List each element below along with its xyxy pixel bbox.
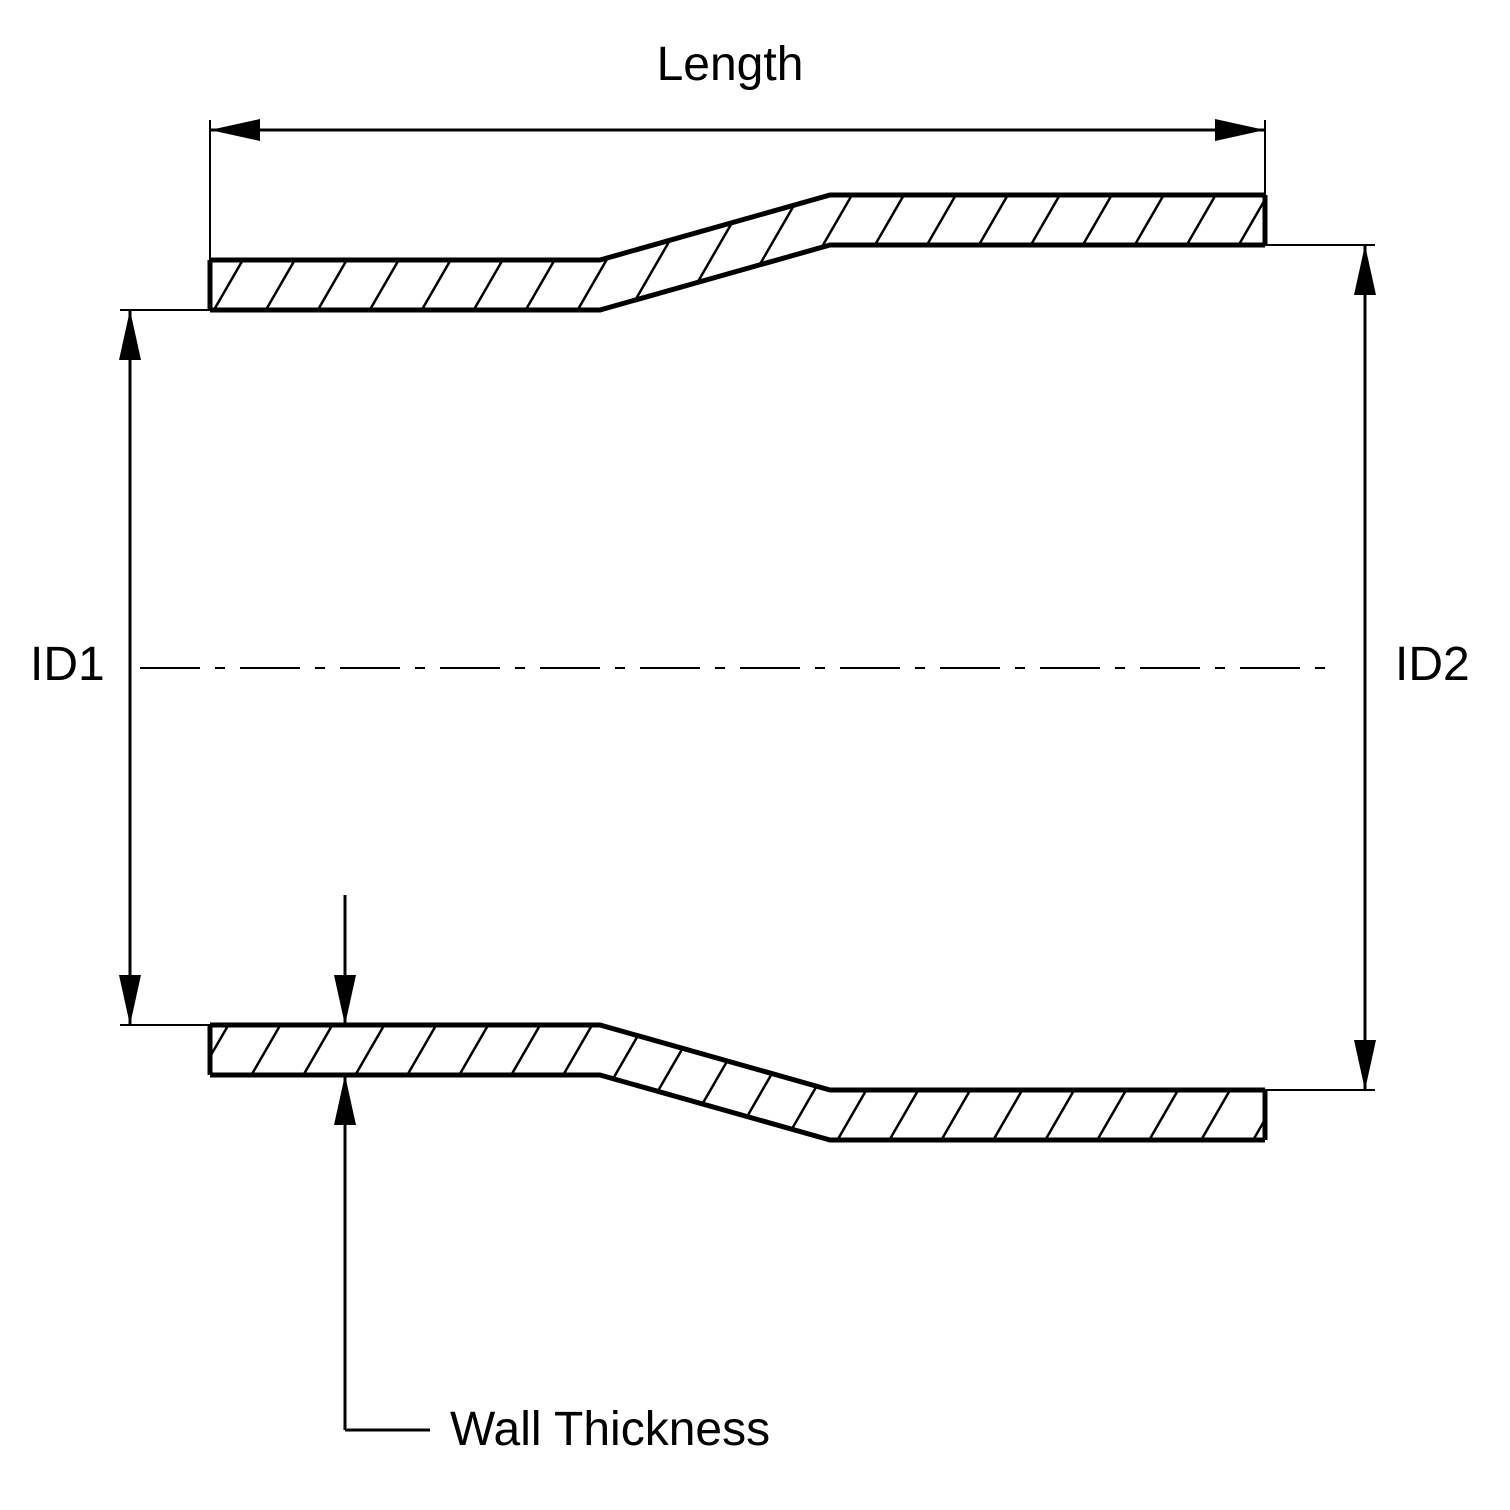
id1-label: ID1	[30, 638, 105, 691]
hatch-bottom-wall	[210, 1025, 1265, 1140]
id2-label: ID2	[1395, 638, 1470, 691]
wall-thickness-label: Wall Thickness	[450, 1403, 770, 1456]
engineering-drawing: Length ID1 ID2 Wall Thickness	[0, 0, 1510, 1510]
hatch-top-wall	[214, 195, 1265, 310]
length-label: Length	[657, 38, 804, 91]
dimension-length	[210, 119, 1265, 260]
dimension-wall-thickness	[334, 895, 430, 1430]
